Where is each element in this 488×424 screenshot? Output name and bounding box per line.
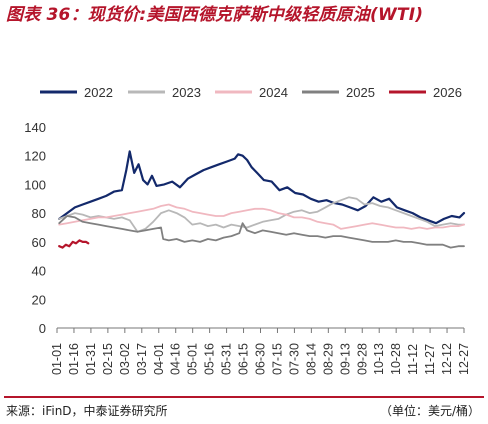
x-tick-label: 01-01 (50, 343, 64, 375)
legend-label-2025: 2025 (346, 85, 375, 100)
plot-area (58, 150, 466, 249)
x-tick-label: 07-30 (287, 343, 301, 375)
x-tick-label: 08-14 (304, 343, 318, 375)
x-tick-label: 05-01 (186, 343, 200, 375)
y-tick-label: 20 (32, 292, 46, 307)
x-tick-label: 05-31 (220, 343, 234, 375)
x-tick-label: 07-15 (270, 343, 284, 375)
footer-divider (4, 396, 484, 398)
series-line-2024 (58, 203, 465, 230)
x-axis: 01-01 01-16 01-31 02-15 03-02 03-17 04-01 04-16… (50, 327, 471, 375)
x-tick-label: 06-30 (254, 343, 268, 375)
unit-note: （单位：美元/桶） (379, 404, 480, 418)
x-tick-label: 09-13 (338, 343, 352, 375)
source-note: 来源：iFinD，中泰证券研究所 (6, 404, 168, 418)
series-line-2026 (58, 239, 90, 249)
x-tick-label: 02-15 (101, 343, 115, 375)
x-tick-label: 10-28 (389, 343, 403, 375)
line-chart: 2022 2023 2024 2025 2026 020406080100120140 … (24, 85, 471, 375)
series-line-2025 (58, 215, 465, 249)
x-tick-label: 11-27 (423, 344, 437, 375)
x-tick-label: 05-16 (203, 343, 217, 375)
y-tick-label: 100 (24, 177, 46, 192)
legend-label-2024: 2024 (259, 85, 288, 100)
x-tick-label: 01-16 (67, 343, 81, 375)
x-tick-label: 10-13 (372, 343, 386, 375)
y-tick-label: 40 (32, 264, 46, 279)
legend-label-2022: 2022 (84, 85, 113, 100)
x-tick-label: 04-16 (169, 343, 183, 375)
y-tick-label: 0 (39, 321, 46, 336)
series-line-2023 (58, 196, 465, 233)
legend-label-2026: 2026 (433, 85, 462, 100)
x-tick-label: 01-31 (84, 343, 98, 375)
chart-title: 图表 36：现货价:美国西德克萨斯中级轻质原油(WTI) (6, 5, 424, 25)
x-tick-label: 08-29 (321, 343, 335, 375)
x-tick-label: 03-02 (118, 343, 132, 375)
legend-label-2023: 2023 (172, 85, 201, 100)
x-tick-label: 12-27 (457, 343, 471, 375)
y-axis: 0 20 40 60 80 100 120 140 (24, 120, 46, 336)
x-tick-label: 09-28 (355, 343, 369, 375)
y-tick-label: 60 (32, 235, 46, 250)
y-tick-label: 140 (24, 120, 46, 135)
x-tick-label: 11-12 (406, 344, 420, 375)
series-line-2022 (58, 150, 466, 225)
x-tick-label: 12-12 (440, 343, 454, 375)
y-tick-label: 120 (24, 149, 46, 164)
y-tick-label: 80 (32, 206, 46, 221)
x-tick-label: 03-17 (135, 343, 149, 375)
x-tick-label: 06-15 (237, 343, 251, 375)
x-tick-label: 04-01 (152, 343, 166, 375)
legend: 2022 2023 2024 2025 2026 (40, 85, 462, 100)
